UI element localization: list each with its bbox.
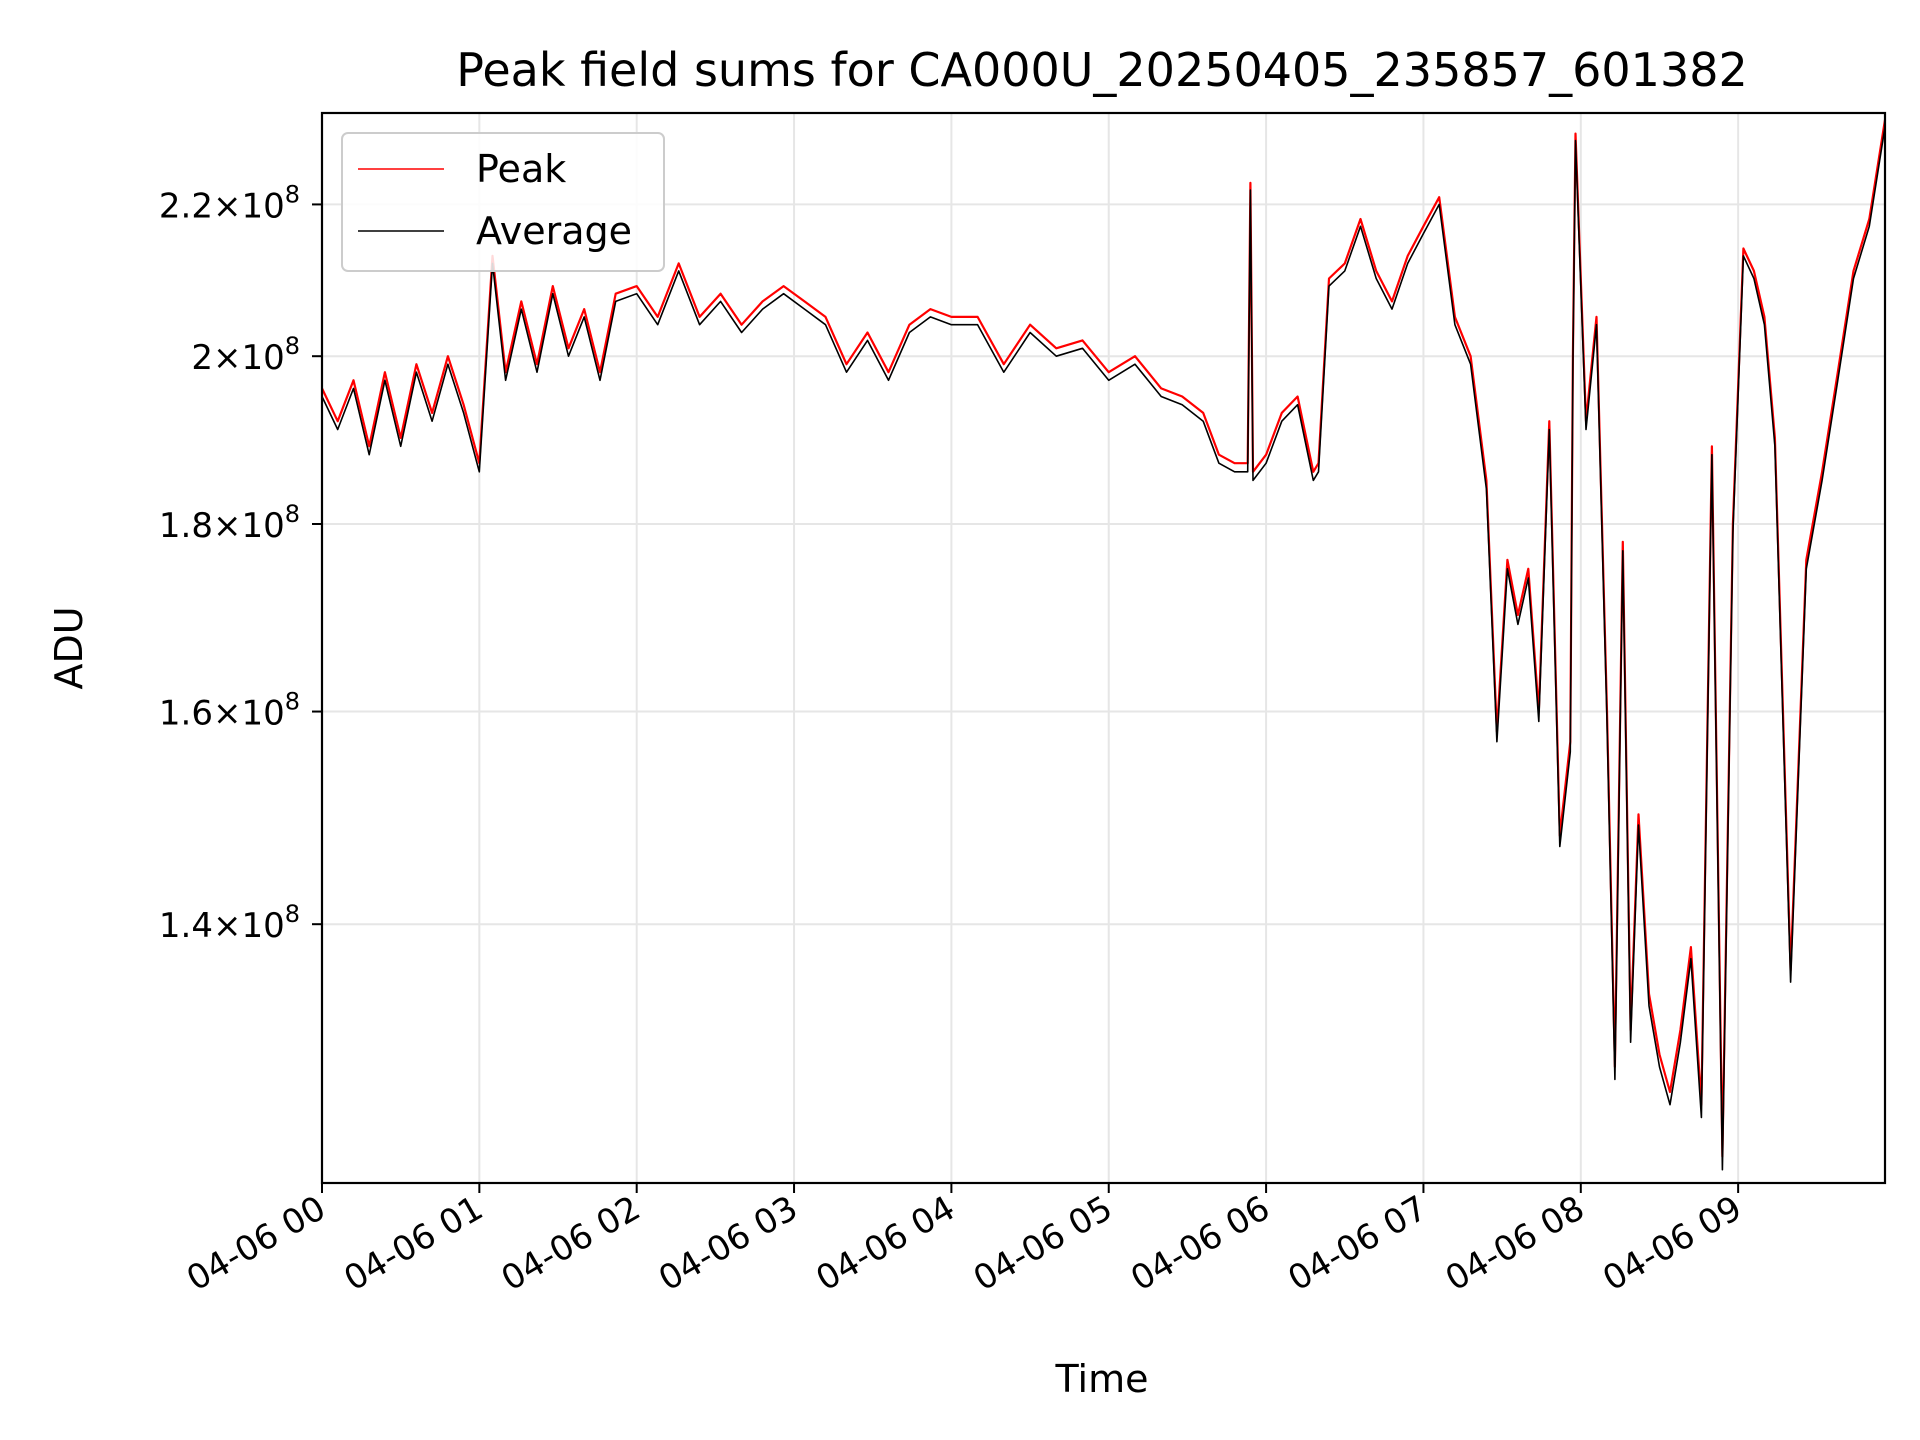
y-tick-label: 2.2×108 <box>159 180 300 226</box>
y-tick-label: 2×108 <box>191 332 300 378</box>
legend-box <box>341 132 665 272</box>
y-axis-ticks: 1.4×108 1.6×108 1.8×108 2×108 2.2×108 <box>159 180 322 946</box>
chart-title: Peak field sums for CA000U_20250405_2358… <box>456 43 1748 97</box>
legend-average-label: Average <box>476 209 632 253</box>
y-tick-label: 1.4×108 <box>159 900 300 946</box>
series-line-peak <box>321 119 1887 1158</box>
y-axis-label: ADU <box>47 606 91 689</box>
y-tick-label: 1.6×108 <box>159 688 300 734</box>
y-tick-label: 1.8×108 <box>159 500 300 546</box>
legend-peak-label: Peak <box>476 147 566 191</box>
plot-frame <box>320 111 1887 1185</box>
plot-lines <box>321 119 1887 1171</box>
legend: Peak Average <box>341 132 665 272</box>
series-line-average <box>321 126 1886 1171</box>
x-axis-label: Time <box>1055 1357 1149 1401</box>
